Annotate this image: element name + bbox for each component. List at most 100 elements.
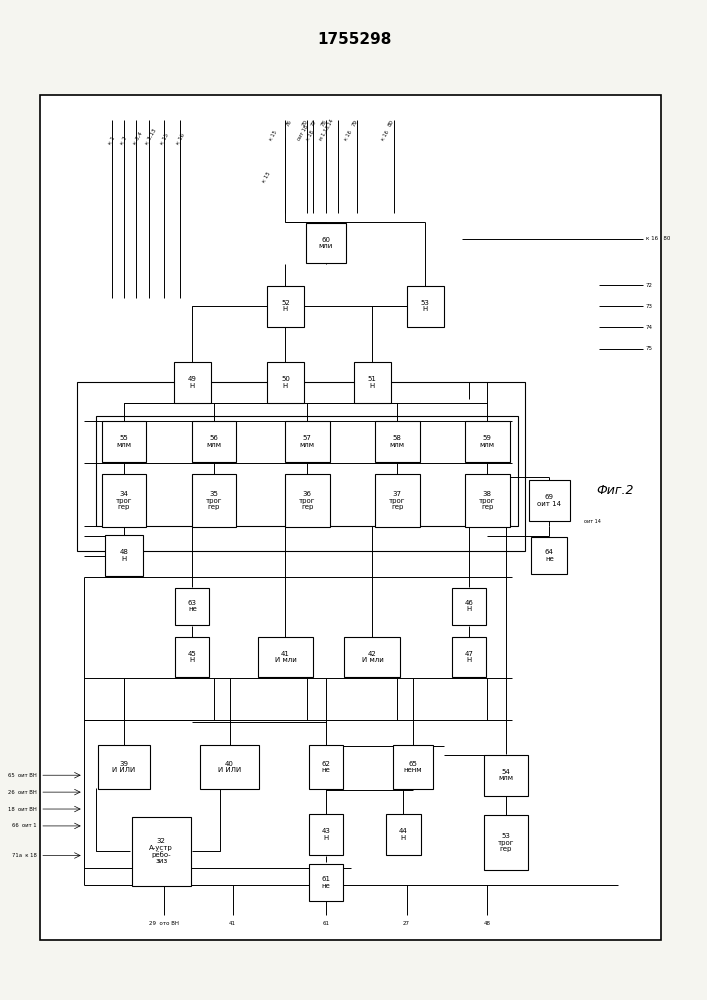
Bar	[309, 745, 343, 789]
Bar	[309, 864, 343, 901]
Text: 77: 77	[310, 119, 318, 128]
Text: 69
оит 14: 69 оит 14	[537, 494, 561, 507]
Bar	[132, 817, 191, 886]
Text: 58
млм: 58 млм	[390, 435, 404, 448]
Bar	[465, 474, 510, 527]
Text: 76: 76	[286, 119, 293, 128]
Text: 55
млм: 55 млм	[117, 435, 132, 448]
Bar	[192, 474, 236, 527]
Text: оит 18: оит 18	[297, 124, 310, 141]
Bar	[407, 286, 444, 327]
Text: 27: 27	[403, 921, 410, 926]
Text: 53
трог
гер: 53 трог гер	[498, 833, 514, 852]
Bar	[285, 421, 329, 462]
Bar	[257, 637, 313, 677]
Text: 46
Н: 46 Н	[464, 600, 473, 612]
Bar	[484, 815, 527, 870]
Text: 50
Н: 50 Н	[281, 376, 290, 389]
Text: Фиг.2: Фиг.2	[597, 484, 634, 496]
Text: 53
Н: 53 Н	[421, 300, 430, 312]
Text: 42
И мли: 42 И мли	[361, 651, 383, 663]
Text: к 16: к 16	[380, 130, 390, 141]
Bar	[98, 745, 151, 789]
Text: 26  оит ВН: 26 оит ВН	[8, 790, 37, 795]
Text: 56
млм: 56 млм	[206, 435, 221, 448]
Text: 29  ото ВН: 29 ото ВН	[149, 921, 180, 926]
Text: 41: 41	[229, 921, 236, 926]
Text: 61
не: 61 не	[321, 876, 330, 889]
Text: 66  оит 1: 66 оит 1	[12, 823, 37, 828]
Text: 64
не: 64 не	[545, 549, 554, 562]
Bar	[174, 362, 211, 403]
Text: 44
Н: 44 Н	[399, 828, 408, 841]
Text: 65  оит ВН: 65 оит ВН	[8, 773, 37, 778]
Bar	[200, 745, 259, 789]
Text: 73: 73	[646, 304, 653, 309]
Bar	[267, 286, 304, 327]
Text: к 1: к 1	[107, 136, 116, 146]
Text: 32
А-устр
рёбо-
зиз: 32 А-устр рёбо- зиз	[149, 838, 173, 864]
Bar	[105, 535, 143, 576]
Text: 34
трог
гер: 34 трог гер	[116, 491, 132, 510]
Text: 41
И мли: 41 И мли	[274, 651, 296, 663]
Text: 75: 75	[646, 346, 653, 351]
Text: 74: 74	[646, 325, 653, 330]
Text: 59
млм: 59 млм	[480, 435, 495, 448]
Bar	[375, 421, 419, 462]
Bar	[344, 637, 400, 677]
Bar	[267, 362, 304, 403]
Text: 72: 72	[646, 283, 653, 288]
Text: 63
не: 63 не	[188, 600, 197, 612]
Text: к 16   80: к 16 80	[646, 236, 670, 241]
Text: к 15: к 15	[160, 133, 170, 146]
Text: 52
Н: 52 Н	[281, 300, 290, 312]
Text: 36
трог
гер: 36 трог гер	[299, 491, 315, 510]
Bar	[452, 637, 486, 677]
Text: 1755298: 1755298	[317, 32, 392, 47]
Text: 39
И ИЛИ: 39 И ИЛИ	[112, 761, 136, 773]
Text: к 18: к 18	[306, 130, 315, 141]
Text: 40
И ИЛИ: 40 И ИЛИ	[218, 761, 241, 773]
Text: 38
трог
гер: 38 трог гер	[479, 491, 496, 510]
Text: 35
трог
гер: 35 трог гер	[206, 491, 222, 510]
Text: 70: 70	[301, 119, 309, 128]
Text: оит 14: оит 14	[583, 519, 600, 524]
Text: 47
Н: 47 Н	[464, 651, 473, 663]
Bar	[452, 588, 486, 625]
Text: к 16: к 16	[175, 133, 186, 146]
Text: 49
Н: 49 Н	[188, 376, 197, 389]
Bar	[96, 416, 518, 526]
Bar	[305, 223, 346, 263]
Text: к 15: к 15	[269, 130, 279, 141]
Text: к 3,4: к 3,4	[132, 131, 144, 146]
Bar	[465, 421, 510, 462]
Text: 51
Н: 51 Н	[368, 376, 377, 389]
Bar	[175, 637, 209, 677]
Bar	[102, 421, 146, 462]
Text: 60
мли: 60 мли	[319, 237, 333, 249]
Text: 54
млм: 54 млм	[498, 769, 513, 781]
Text: 48: 48	[484, 921, 491, 926]
Text: к 3,13: к 3,13	[144, 128, 158, 146]
Bar	[192, 421, 236, 462]
Text: 80: 80	[387, 119, 395, 128]
Bar	[285, 474, 329, 527]
Bar	[354, 362, 391, 403]
Bar	[532, 537, 567, 574]
Text: к 16: к 16	[343, 130, 353, 141]
Bar	[102, 474, 146, 527]
Text: 61: 61	[322, 921, 329, 926]
Bar	[78, 382, 525, 551]
Text: 45
Н: 45 Н	[188, 651, 197, 663]
Bar	[484, 755, 527, 796]
Text: 43
Н: 43 Н	[322, 828, 330, 841]
Bar	[175, 588, 209, 625]
Text: 62
не: 62 не	[322, 761, 330, 773]
Text: м 1,13,14: м 1,13,14	[318, 118, 334, 141]
Text: 48
Н: 48 Н	[119, 549, 129, 562]
Bar	[40, 95, 661, 940]
Text: 71а  к 18: 71а к 18	[12, 853, 37, 858]
Text: к 15: к 15	[262, 171, 272, 184]
Text: 78: 78	[320, 119, 327, 128]
Text: к 2: к 2	[119, 136, 128, 146]
